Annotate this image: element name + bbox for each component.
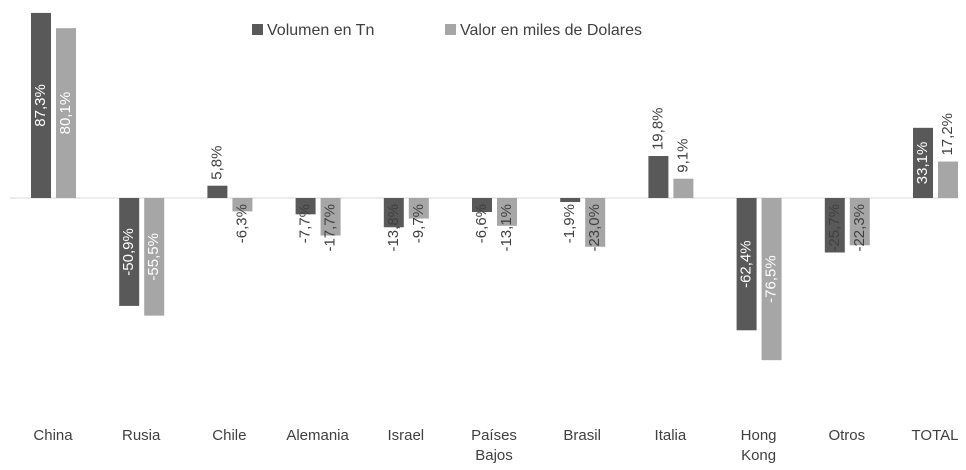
data-label: 9,1% — [674, 139, 691, 173]
legend-label: Valor en miles de Dolares — [460, 22, 642, 39]
x-tick-label: Alemania — [286, 427, 349, 444]
data-label: -76,5% — [763, 255, 780, 303]
legend-swatch — [252, 24, 263, 35]
bar — [673, 178, 694, 198]
bar — [144, 198, 165, 316]
bar — [938, 161, 958, 198]
x-tick-label: Hong Kong — [740, 427, 777, 464]
data-label: -6,3% — [233, 204, 250, 243]
bar — [560, 198, 581, 203]
legend-swatch — [445, 24, 456, 35]
data-label: -6,6% — [473, 204, 490, 243]
bar — [56, 28, 76, 198]
data-label: 87,3% — [32, 84, 49, 127]
data-label: -13,8% — [385, 204, 402, 252]
data-label: 5,8% — [208, 146, 225, 180]
data-label: -50,9% — [120, 228, 137, 276]
x-tick-label: Italia — [654, 427, 687, 444]
data-label: -7,7% — [297, 204, 314, 243]
bar — [585, 198, 606, 247]
x-tick-label: Rusia — [122, 427, 161, 444]
bar — [736, 198, 757, 331]
bar — [497, 198, 517, 226]
x-tick-label: China — [33, 427, 73, 444]
data-label: -17,7% — [322, 204, 339, 252]
bar — [648, 156, 669, 198]
bar — [472, 198, 492, 212]
bar — [824, 198, 845, 253]
bar — [207, 185, 228, 198]
bar — [761, 198, 782, 361]
x-tick-label: Chile — [212, 427, 247, 444]
x-tick-label: TOTAL — [911, 427, 959, 444]
x-tick-label: Brasil — [563, 427, 601, 444]
bar — [232, 198, 253, 212]
data-label: -22,3% — [851, 204, 868, 252]
data-label: 17,2% — [939, 113, 956, 156]
data-label: -23,0% — [586, 204, 603, 252]
x-tick-label: Israel — [387, 427, 425, 444]
bar — [320, 198, 341, 236]
data-label: -25,7% — [826, 204, 843, 252]
bar — [849, 198, 870, 246]
legend-label: Volumen en Tn — [267, 22, 374, 39]
data-label: 33,1% — [914, 142, 931, 185]
data-label: -1,9% — [561, 204, 578, 243]
bar — [119, 198, 140, 306]
data-label: -13,1% — [498, 204, 515, 252]
data-label: 80,1% — [57, 92, 74, 135]
bar — [913, 127, 933, 198]
data-label: -62,4% — [738, 240, 755, 288]
data-label: -55,5% — [145, 233, 162, 281]
x-tick-label: Países Bajos — [471, 427, 517, 464]
bar — [408, 198, 429, 219]
bar — [295, 198, 316, 215]
bar — [31, 12, 51, 199]
x-tick-label: Otros — [828, 427, 866, 444]
data-label: 19,8% — [649, 107, 666, 150]
data-label: -9,7% — [410, 204, 427, 243]
bar — [383, 198, 404, 228]
